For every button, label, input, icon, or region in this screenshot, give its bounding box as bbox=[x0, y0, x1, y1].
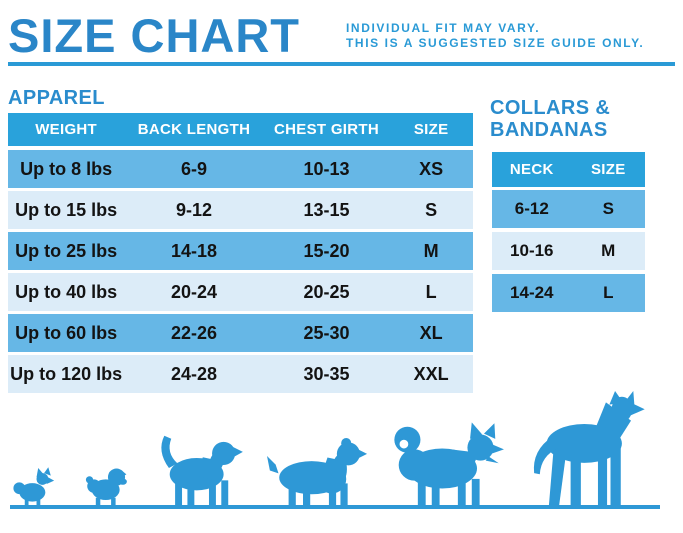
column-header-chest-girth: CHEST GIRTH bbox=[274, 121, 379, 138]
pomeranian-silhouette-icon bbox=[13, 467, 55, 505]
weight-cell: Up to 8 lbs bbox=[20, 158, 113, 179]
great-dane-silhouette-icon bbox=[533, 391, 645, 505]
ground-line bbox=[10, 505, 660, 509]
table-row: Up to 25 lbs 14-18 15-20 M bbox=[8, 232, 473, 270]
cocker-spaniel-silhouette-icon bbox=[267, 438, 368, 505]
neck-cell: 10-16 bbox=[510, 241, 554, 260]
size-cell: L bbox=[425, 281, 437, 302]
disclaimer-text: INDIVIDUAL FIT MAY VARY. THIS IS A SUGGE… bbox=[346, 21, 644, 51]
collars-heading-line-1: COLLARS & bbox=[490, 97, 611, 119]
neck-cell: 14-24 bbox=[510, 283, 554, 302]
size-cell: M bbox=[601, 241, 616, 260]
chest-girth-cell: 15-20 bbox=[303, 240, 350, 261]
pug-silhouette-icon bbox=[85, 468, 127, 505]
table-row: 14-24 L bbox=[492, 274, 645, 312]
weight-cell: Up to 15 lbs bbox=[15, 199, 118, 220]
size-cell: XXL bbox=[413, 363, 449, 384]
back-length-cell: 6-9 bbox=[180, 158, 207, 179]
beagle-silhouette-icon bbox=[161, 435, 243, 505]
apparel-table-header-row: WEIGHT BACK LENGTH CHEST GIRTH SIZE bbox=[8, 113, 473, 146]
table-row: Up to 40 lbs 20-24 20-25 L bbox=[8, 273, 473, 311]
size-cell: L bbox=[603, 283, 614, 302]
column-header-neck: NECK bbox=[509, 161, 554, 178]
collars-section-heading: COLLARS & BANDANAS bbox=[490, 97, 610, 141]
table-row: Up to 120 lbs 24-28 30-35 XXL bbox=[8, 355, 473, 393]
table-row: Up to 15 lbs 9-12 13-15 S bbox=[8, 191, 473, 229]
chest-girth-cell: 30-35 bbox=[303, 363, 350, 384]
back-length-cell: 14-18 bbox=[170, 240, 218, 261]
chest-girth-cell: 13-15 bbox=[303, 199, 350, 220]
weight-cell: Up to 40 lbs bbox=[15, 281, 118, 302]
chest-girth-cell: 20-25 bbox=[303, 281, 350, 302]
page-title: SIZE CHART bbox=[8, 9, 300, 62]
back-length-cell: 20-24 bbox=[170, 281, 218, 302]
column-header-size: SIZE bbox=[413, 121, 449, 138]
chest-girth-cell: 10-13 bbox=[303, 158, 350, 179]
column-header-weight: WEIGHT bbox=[35, 121, 98, 138]
size-cell: XL bbox=[419, 322, 443, 343]
size-cell: XS bbox=[419, 158, 444, 179]
collars-table-header-row: NECK SIZE bbox=[492, 152, 645, 187]
weight-cell: Up to 60 lbs bbox=[15, 322, 118, 343]
dog-size-silhouettes bbox=[10, 391, 660, 509]
table-row: Up to 8 lbs 6-9 10-13 XS bbox=[8, 150, 473, 188]
apparel-size-table: WEIGHT BACK LENGTH CHEST GIRTH SIZE Up t… bbox=[8, 113, 473, 396]
weight-cell: Up to 120 lbs bbox=[10, 363, 123, 384]
back-length-cell: 9-12 bbox=[175, 199, 213, 220]
husky-silhouette-icon bbox=[394, 422, 504, 505]
collars-heading-line-2: BANDANAS bbox=[490, 119, 608, 141]
table-row: Up to 60 lbs 22-26 25-30 XL bbox=[8, 314, 473, 352]
size-cell: S bbox=[425, 199, 438, 220]
apparel-section-heading: APPAREL bbox=[8, 87, 105, 109]
back-length-cell: 24-28 bbox=[170, 363, 218, 384]
column-header-back-length: BACK LENGTH bbox=[137, 121, 251, 138]
back-length-cell: 22-26 bbox=[170, 322, 218, 343]
chest-girth-cell: 25-30 bbox=[303, 322, 350, 343]
collars-size-table: NECK SIZE 6-12 S 10-16 M 14-24 L bbox=[492, 152, 645, 316]
size-cell: S bbox=[602, 199, 614, 218]
column-header-size: SIZE bbox=[590, 161, 626, 178]
title-underline-rule bbox=[8, 62, 675, 66]
weight-cell: Up to 25 lbs bbox=[15, 240, 118, 261]
size-cell: M bbox=[423, 240, 439, 261]
table-row: 10-16 M bbox=[492, 232, 645, 270]
neck-cell: 6-12 bbox=[514, 199, 549, 218]
disclaimer-line-2: THIS IS A SUGGESTED SIZE GUIDE ONLY. bbox=[346, 36, 645, 50]
table-row: 6-12 S bbox=[492, 190, 645, 228]
disclaimer-line-1: INDIVIDUAL FIT MAY VARY. bbox=[346, 21, 541, 35]
